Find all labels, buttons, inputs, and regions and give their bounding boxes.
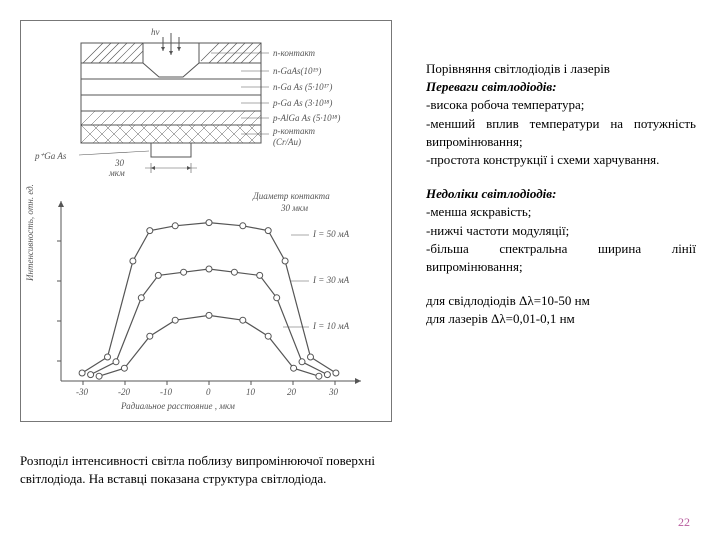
- layer-label-0: n-контакт: [273, 48, 316, 58]
- series-label-50: I = 50 мА: [312, 229, 350, 239]
- disadvantage-item-1: -нижчі частоти модуляції;: [426, 223, 569, 238]
- footer-block: для свідлодіодів Δλ=10-50 нм для лазерів…: [426, 292, 696, 328]
- chart-side-label-1: Диаметр контакта: [252, 191, 330, 201]
- svg-text:30: 30: [328, 387, 339, 397]
- x-axis-label: Радиальное расстояние , мкм: [120, 401, 235, 411]
- advantages-heading: Переваги світлодіодів:: [426, 79, 557, 94]
- layer-label-2: n-Ga As (5·10¹⁷): [273, 82, 332, 92]
- layer-label-1: n-GaAs(10¹⁹): [273, 66, 321, 76]
- layer-label-4: p-AlGa As (5·10¹⁸): [272, 113, 340, 123]
- series-label-30: I = 30 мА: [312, 275, 350, 285]
- disadvantage-item-0: -менша яскравість;: [426, 204, 531, 219]
- disadvantage-item-2: -більша спектральна ширина лінії випромі…: [426, 241, 696, 274]
- disadvantages-heading: Недоліки світлодіодів:: [426, 186, 556, 201]
- svg-text:-20: -20: [118, 387, 130, 397]
- left-label: p⁺Ga As: [34, 151, 67, 161]
- gap-label-1: 30: [114, 158, 125, 168]
- series-label-10: I = 10 мА: [312, 321, 350, 331]
- svg-text:-10: -10: [160, 387, 172, 397]
- svg-text:0: 0: [206, 387, 211, 397]
- gap-label-2: мкм: [108, 168, 125, 178]
- advantage-item-0: -висока робоча температура;: [426, 97, 584, 112]
- footer-line-1: для лазерів Δλ=0,01-0,1 нм: [426, 311, 575, 326]
- disadvantages-block: Недоліки світлодіодів: -менша яскравість…: [426, 185, 696, 276]
- layer-label-3: p-Ga As (3·10¹⁸): [272, 98, 332, 108]
- comparison-title: Порівняння світлодіодів і лазерів: [426, 61, 610, 76]
- right-column: Порівняння світлодіодів і лазерів Перева…: [426, 20, 696, 487]
- svg-text:20: 20: [287, 387, 297, 397]
- figure-caption: Розподіл інтенсивності світла поблизу ви…: [20, 452, 400, 487]
- figure-panel: Интенсивность, отн. ед.: [20, 20, 392, 422]
- advantage-item-1: -менший вплив температури на потужність …: [426, 116, 696, 149]
- page-layout: Интенсивность, отн. ед.: [20, 20, 700, 487]
- inset-diagram: hν: [34, 27, 340, 178]
- chart-side-label-2: 30 мкм: [280, 203, 308, 213]
- footer-line-0: для свідлодіодів Δλ=10-50 нм: [426, 293, 590, 308]
- hv-label: hν: [151, 27, 160, 37]
- layer-label-5b: (Cr/Au): [273, 137, 301, 147]
- x-ticks: -30 -20 -10 0 10 20 30: [76, 381, 339, 397]
- y-axis-label: Интенсивность, отн. ед.: [25, 184, 35, 282]
- comparison-title-block: Порівняння світлодіодів і лазерів Перева…: [426, 60, 696, 169]
- figure-svg: Интенсивность, отн. ед.: [21, 21, 391, 421]
- advantage-item-2: -простота конструкції і схеми харчування…: [426, 152, 659, 167]
- page-number: 22: [678, 515, 690, 530]
- layer-label-5a: p-контакт: [272, 126, 316, 136]
- left-column: Интенсивность, отн. ед.: [20, 20, 410, 487]
- svg-text:10: 10: [246, 387, 256, 397]
- svg-text:-30: -30: [76, 387, 88, 397]
- intensity-chart: -30 -20 -10 0 10 20 30 Радиальное рассто…: [57, 201, 361, 411]
